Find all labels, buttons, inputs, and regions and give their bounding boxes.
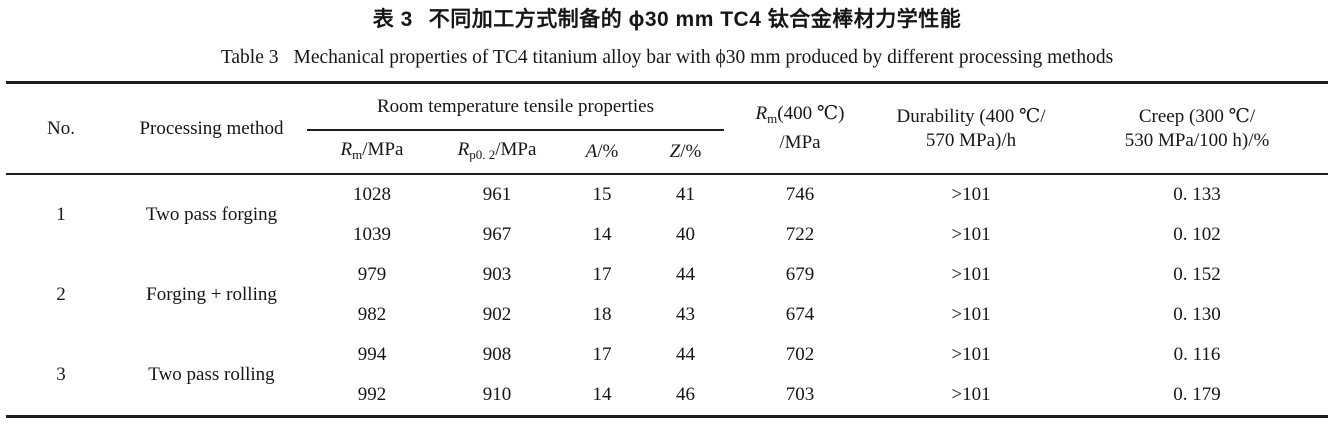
cell-durability: >101 [951, 384, 991, 405]
col-header-rp02: Rp0. 2/MPa [437, 130, 557, 175]
mechanical-properties-table: No. Processing method Room temperature t… [6, 81, 1328, 418]
cell-rm: 982 [357, 304, 387, 325]
rp02-unit: /MPa [495, 138, 537, 160]
cell-durability: >101 [951, 264, 991, 285]
cell-processing-method: Two pass rolling [148, 364, 275, 385]
cell-rp02: 967 [482, 224, 512, 245]
rm400-unit: /MPa [779, 132, 821, 153]
cell-no: 3 [56, 364, 66, 385]
cell-durability: >101 [951, 184, 991, 205]
creep-line2: 530 MPa/100 h)/% [1124, 129, 1270, 151]
cell-rm: 994 [357, 344, 387, 365]
cell-durability: >101 [951, 344, 991, 365]
col-header-no: No. [6, 82, 116, 175]
rm-subscript: m [352, 146, 363, 162]
table-row: 992 910 14 46 703 >101 0. 179 [6, 375, 1328, 417]
caption-chinese: 表 3 不同加工方式制备的 ϕ30 mm TC4 钛合金棒材力学性能 [0, 7, 1334, 33]
table-row: 1039 967 14 40 722 >101 0. 102 [6, 215, 1328, 255]
cell-rm400: 674 [785, 304, 815, 325]
table-row: 2 Forging + rolling 979 903 17 44 679 >1… [6, 255, 1328, 305]
cell-rp02: 961 [482, 184, 512, 205]
mechanical-properties-table-wrap: No. Processing method Room temperature t… [6, 81, 1328, 418]
cell-rm: 992 [357, 384, 387, 405]
cell-elongation: 17 [592, 344, 612, 365]
caption-english: Table 3 Mechanical properties of TC4 tita… [0, 46, 1334, 70]
col-group-room-temp-tensile: Room temperature tensile properties [307, 82, 724, 131]
cell-processing-method: Two pass forging [145, 204, 278, 225]
cell-reduction: 41 [676, 184, 695, 205]
col-header-processing-method: Processing method [116, 82, 307, 175]
cell-elongation: 14 [592, 384, 612, 405]
col-header-rm-400: Rm(400 ℃) /MPa [724, 82, 876, 175]
rp02-subscript: p0. 2 [469, 146, 496, 162]
col-header-durability: Durability (400 ℃/ 570 MPa)/h [876, 82, 1066, 175]
cell-creep: 0. 116 [1173, 344, 1221, 365]
reduction-unit: /% [680, 141, 702, 162]
cell-rm400: 722 [785, 224, 815, 245]
cell-no: 2 [56, 284, 66, 305]
cell-reduction: 43 [676, 304, 695, 325]
creep-line1: Creep (300 ℃/ [1138, 105, 1256, 127]
rm-unit: /MPa [362, 138, 404, 160]
cell-rp02: 910 [482, 384, 512, 405]
cell-elongation: 17 [592, 264, 612, 285]
cell-no: 1 [56, 204, 66, 225]
cell-rm400: 746 [785, 184, 815, 205]
cell-reduction: 46 [676, 384, 695, 405]
cell-elongation: 14 [592, 224, 612, 245]
cell-rm: 979 [357, 264, 387, 285]
elongation-symbol: A [585, 141, 598, 162]
caption-chinese-text: 不同加工方式制备的 ϕ30 mm TC4 钛合金棒材力学性能 [428, 8, 962, 31]
durability-line2: 570 MPa)/h [925, 129, 1017, 151]
rm400-subscript: m [767, 111, 778, 126]
rm400-condition: (400 ℃) [777, 103, 845, 124]
cell-reduction: 40 [676, 224, 695, 245]
cell-reduction: 44 [676, 264, 695, 285]
cell-rm: 1039 [353, 224, 391, 245]
cell-rp02: 902 [482, 304, 512, 325]
rp02-symbol: R [457, 138, 470, 160]
cell-elongation: 15 [592, 184, 612, 205]
durability-line1: Durability (400 ℃/ [896, 105, 1046, 127]
cell-durability: >101 [951, 224, 991, 245]
elongation-unit: /% [597, 141, 619, 162]
col-header-reduction: Z/% [647, 130, 724, 175]
cell-reduction: 44 [676, 344, 695, 365]
cell-rm400: 702 [785, 344, 815, 365]
cell-elongation: 18 [592, 304, 612, 325]
caption-english-text: Mechanical properties of TC4 titanium al… [293, 47, 1114, 68]
cell-creep: 0. 152 [1173, 264, 1221, 285]
cell-processing-method: Forging + rolling [146, 284, 277, 305]
cell-creep: 0. 133 [1173, 184, 1221, 205]
cell-creep: 0. 102 [1173, 224, 1221, 245]
cell-rp02: 903 [482, 264, 512, 285]
col-header-rm: Rm/MPa [307, 130, 437, 175]
caption-chinese-label: 表 3 [372, 8, 413, 31]
cell-creep: 0. 179 [1173, 384, 1221, 405]
col-header-creep: Creep (300 ℃/ 530 MPa/100 h)/% [1066, 82, 1328, 175]
table-row: 1 Two pass forging 1028 961 15 41 746 >1… [6, 174, 1328, 225]
rm-symbol: R [340, 138, 353, 160]
table-row: 3 Two pass rolling 994 908 17 44 702 >10… [6, 335, 1328, 385]
rm400-symbol: R [755, 103, 768, 124]
reduction-symbol: Z [669, 141, 681, 162]
cell-rp02: 908 [482, 344, 512, 365]
caption-english-label: Table 3 [220, 47, 279, 68]
cell-creep: 0. 130 [1173, 304, 1221, 325]
table-row: 982 902 18 43 674 >101 0. 130 [6, 295, 1328, 335]
cell-rm400: 679 [785, 264, 815, 285]
cell-durability: >101 [951, 304, 991, 325]
col-header-elongation: A/% [557, 130, 647, 175]
cell-rm: 1028 [353, 184, 391, 205]
table-captions: 表 3 不同加工方式制备的 ϕ30 mm TC4 钛合金棒材力学性能 Table … [0, 0, 1334, 70]
cell-rm400: 703 [785, 384, 815, 405]
